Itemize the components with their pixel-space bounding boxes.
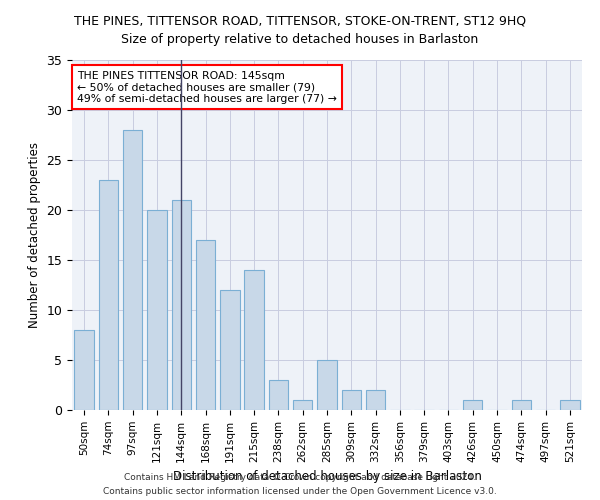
Bar (293, 400, 313, 410)
Text: Size of property relative to detached houses in Barlaston: Size of property relative to detached ho… (121, 32, 479, 46)
Bar (123, 130, 142, 410)
Bar (560, 400, 580, 410)
Bar (463, 400, 482, 410)
Text: Contains HM Land Registry data © Crown copyright and database right 2024.: Contains HM Land Registry data © Crown c… (124, 472, 476, 482)
Bar (196, 240, 215, 410)
Bar (269, 380, 288, 410)
Bar (341, 390, 361, 410)
X-axis label: Distribution of detached houses by size in Barlaston: Distribution of detached houses by size … (173, 470, 481, 483)
Bar (366, 390, 385, 410)
Y-axis label: Number of detached properties: Number of detached properties (28, 142, 41, 328)
Bar (74, 330, 94, 410)
Bar (317, 360, 337, 410)
Text: THE PINES TITTENSOR ROAD: 145sqm
← 50% of detached houses are smaller (79)
49% o: THE PINES TITTENSOR ROAD: 145sqm ← 50% o… (77, 70, 337, 104)
Text: Contains public sector information licensed under the Open Government Licence v3: Contains public sector information licen… (103, 486, 497, 496)
Bar (99, 180, 118, 410)
Bar (220, 290, 239, 410)
Bar (244, 270, 264, 410)
Bar (512, 400, 531, 410)
Bar (147, 210, 167, 410)
Text: THE PINES, TITTENSOR ROAD, TITTENSOR, STOKE-ON-TRENT, ST12 9HQ: THE PINES, TITTENSOR ROAD, TITTENSOR, ST… (74, 15, 526, 28)
Bar (172, 200, 191, 410)
